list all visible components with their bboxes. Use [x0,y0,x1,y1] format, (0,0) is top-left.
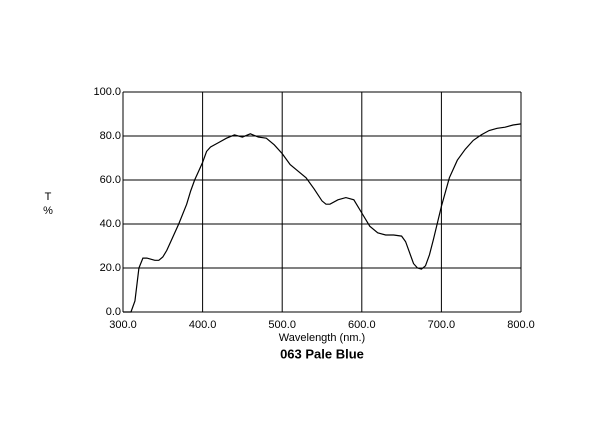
x-tick-label: 400.0 [189,319,217,331]
x-tick-label: 800.0 [507,319,535,331]
y-axis-label: T [45,191,52,203]
chart-title: 063 Pale Blue [280,346,364,361]
x-tick-label: 700.0 [428,319,456,331]
x-tick-label: 500.0 [268,319,296,331]
y-tick-label: 100.0 [93,86,121,98]
y-tick-label: 0.0 [106,306,121,318]
x-tick-label: 600.0 [348,319,376,331]
data-line [123,123,522,313]
y-tick-label: 60.0 [100,174,121,186]
x-tick-label: 300.0 [109,319,137,331]
y-tick-label: 40.0 [100,218,121,230]
y-tick-label: 20.0 [100,262,121,274]
y-axis-label: % [43,205,53,217]
y-tick-label: 80.0 [100,130,121,142]
x-axis-label: Wavelength (nm.) [279,332,365,344]
